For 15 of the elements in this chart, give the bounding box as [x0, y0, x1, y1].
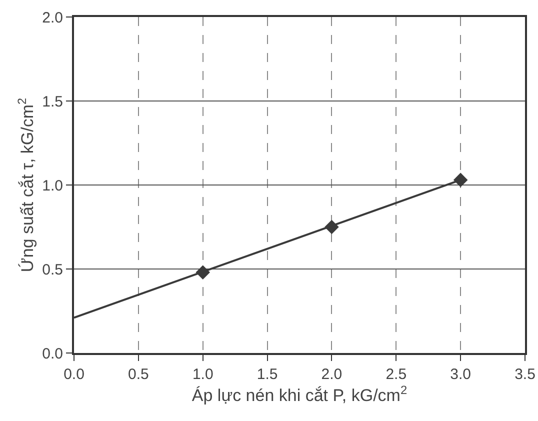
- y-tick-label: 0.0: [42, 345, 63, 362]
- x-tick-label: 3.0: [450, 366, 471, 383]
- x-tick-label: 2.0: [321, 366, 342, 383]
- y-tick-label: 1.0: [42, 177, 63, 194]
- x-tick-label: 2.5: [386, 366, 407, 383]
- x-tick-label: 3.5: [514, 366, 536, 383]
- y-tick-label: 1.5: [42, 93, 63, 110]
- x-tick-label: 1.0: [192, 366, 214, 383]
- y-tick-label: 0.5: [42, 261, 63, 278]
- y-tick-label: 2.0: [42, 9, 63, 26]
- x-tick-label: 1.5: [256, 366, 278, 383]
- x-axis-title: Áp lực nén khi cắt P, kG/cm$^{2}$: [192, 383, 408, 406]
- x-tick-label: 0.0: [64, 366, 84, 383]
- point: [453, 172, 468, 188]
- x-tick-label: 0.5: [128, 366, 149, 383]
